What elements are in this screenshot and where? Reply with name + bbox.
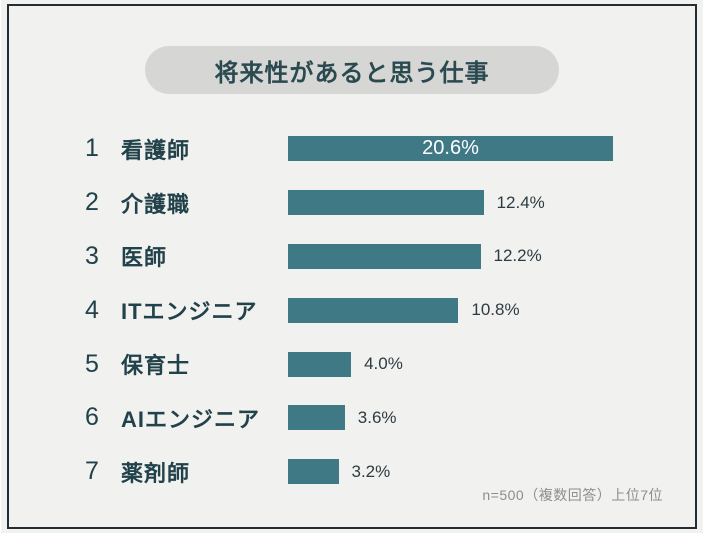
chart-title-pill: 将来性があると思う仕事 [145, 46, 559, 94]
rank-number: 3 [85, 241, 99, 270]
category-label: 介護職 [121, 191, 191, 217]
ranking-row: 6 AIエンジニア 3.6% [9, 391, 695, 445]
bar-area: 12.4% [288, 190, 695, 216]
ranking-row: 5 保育士 4.0% [9, 337, 695, 391]
value-label: 12.4% [496, 192, 545, 212]
value-label: 10.8% [471, 300, 520, 320]
bar-area: 10.8% [288, 297, 695, 323]
category-label: 保育士 [121, 353, 191, 379]
value-label: 20.6% [422, 137, 479, 160]
bar [288, 297, 459, 323]
category-label: ITエンジニア [121, 299, 258, 325]
bar [288, 351, 352, 377]
rank-number: 1 [85, 134, 99, 163]
bar [288, 243, 481, 269]
category-label: 医師 [121, 245, 168, 271]
value-label: 3.6% [357, 407, 397, 427]
value-label: 4.0% [364, 354, 403, 374]
category-label: 薬剤師 [121, 460, 191, 486]
value-label: 12.2% [493, 246, 542, 266]
rank-number: 6 [85, 403, 99, 432]
bar [288, 190, 484, 216]
ranking-row: 7 薬剤師 3.2% [9, 445, 695, 499]
ranking-row: 1 看護師 20.6% [9, 122, 695, 176]
rank-number: 5 [85, 349, 99, 378]
chart-frame-border: 将来性があると思う仕事 1 看護師 20.6% 2 介護職 12.4% 3 医師… [7, 4, 697, 529]
bar-area: 4.0% [288, 351, 695, 377]
category-label: AIエンジニア [121, 406, 261, 432]
bar-area: 20.6% [288, 136, 695, 162]
sample-size-note: n=500（複数回答）上位7位 [482, 487, 663, 503]
ranking-row: 3 医師 12.2% [9, 230, 695, 284]
rank-number: 4 [85, 295, 99, 324]
rank-number: 2 [85, 188, 99, 217]
ranking-rows: 1 看護師 20.6% 2 介護職 12.4% 3 医師 12.2% 4 ITエ… [9, 122, 695, 499]
chart-title: 将来性があると思う仕事 [214, 59, 490, 87]
bar-area: 3.2% [288, 459, 695, 485]
ranking-row: 4 ITエンジニア 10.8% [9, 283, 695, 337]
bar [288, 459, 339, 485]
ranking-row: 2 介護職 12.4% [9, 176, 695, 230]
category-label: 看護師 [121, 137, 191, 163]
value-label: 3.2% [351, 461, 391, 481]
bar [288, 405, 345, 431]
bar-area: 12.2% [288, 243, 695, 269]
bar: 20.6% [288, 136, 613, 162]
bar-area: 3.6% [288, 405, 695, 431]
rank-number: 7 [85, 457, 99, 486]
